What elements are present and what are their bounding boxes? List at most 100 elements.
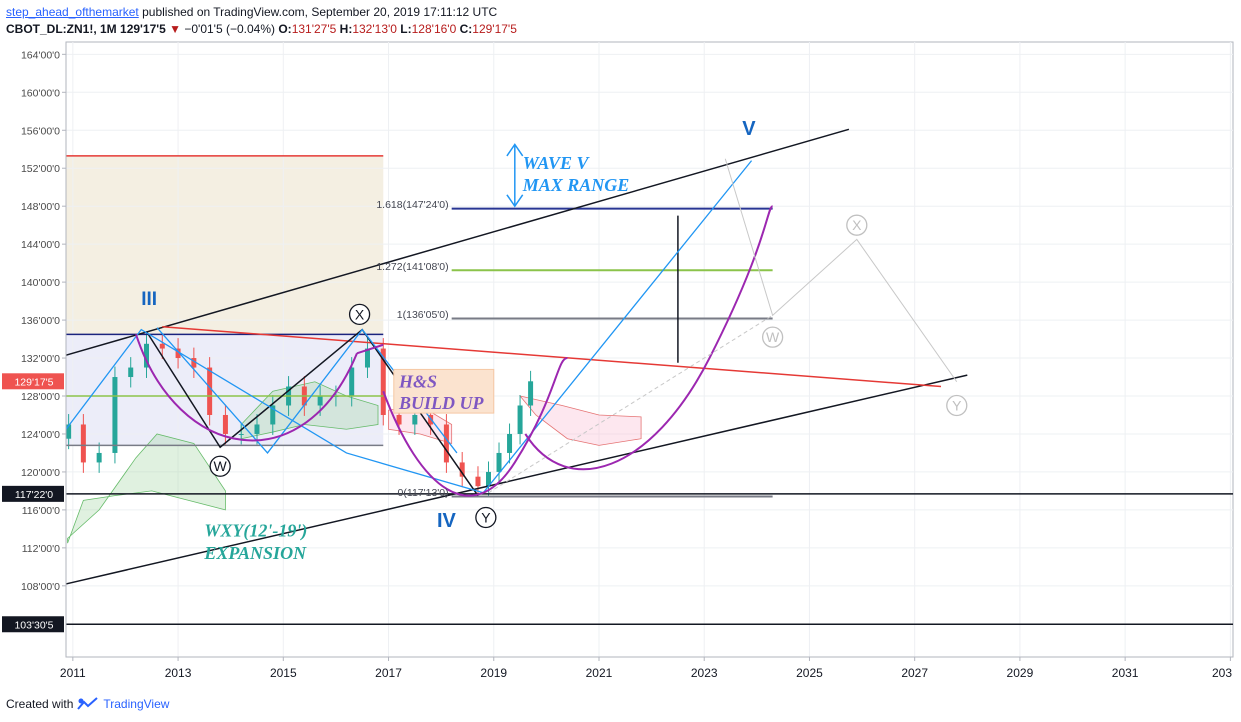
close-label: C: [459, 22, 473, 36]
low-value: 128'16'0 [411, 22, 457, 36]
candle-body [191, 358, 197, 368]
x-tick-label: 2029 [1007, 666, 1034, 680]
label-y-future-text: Y [952, 397, 962, 413]
symbol-line: CBOT_DL:ZN1!, 1M 129'17'5 ▼ −0'01'5 (−0.… [6, 22, 517, 36]
x-tick-label: 2011 [60, 666, 86, 680]
x-tick-label: 2017 [375, 666, 402, 680]
label-x-text: X [355, 306, 365, 322]
open-label: O: [278, 22, 292, 36]
candle-body [96, 452, 102, 463]
range-arrow-head-top [506, 143, 524, 157]
x-tick-label: 2015 [270, 666, 297, 680]
price-label: 129'17'5 [14, 376, 53, 388]
candle-body [396, 414, 402, 425]
wave-v-max-line2: MAX RANGE [522, 175, 630, 195]
y-tick-label: 148'00'0 [21, 201, 60, 213]
range-arrow-head-bottom [506, 194, 524, 208]
x-tick-label: 2031 [1112, 666, 1139, 680]
chart-grid [66, 42, 1233, 657]
x-tick-label: 2023 [691, 666, 718, 680]
candle-body [80, 424, 86, 463]
low-label: L: [400, 22, 412, 36]
y-tick-label: 144'00'0 [21, 239, 60, 251]
purple-arrow-1 [356, 343, 384, 355]
publish-line: step_ahead_ofthemarket published on Trad… [6, 5, 497, 19]
y-tick-label: 164'00'0 [21, 49, 60, 61]
label-y-future-circle [946, 394, 968, 417]
chart-background [65, 41, 1234, 658]
candle-body [238, 433, 244, 435]
label-x-future-circle [846, 214, 868, 236]
candle-body [144, 343, 150, 368]
y-tick-label: 160'00'0 [21, 87, 60, 99]
candle-body [270, 405, 276, 425]
label-wave-v: V [742, 118, 756, 140]
x-tick-label: 203 [1212, 666, 1232, 680]
candle-body [517, 405, 523, 434]
x-tick-label: 2021 [586, 666, 613, 680]
created-with: Created with [6, 697, 74, 711]
label-x: X [348, 303, 371, 326]
candle-body [349, 367, 355, 397]
candle-body [159, 343, 165, 349]
candle-body [496, 452, 502, 472]
candle-body [528, 381, 534, 406]
y-tick-label: 132'00'0 [21, 353, 60, 365]
last-price: 129'17'5 [120, 22, 166, 36]
y-tick-label: 124'00'0 [21, 429, 60, 441]
hs-box [393, 368, 495, 414]
label-w-circle [209, 455, 231, 477]
cloud-red-1 [519, 395, 642, 446]
candle-body [475, 476, 481, 487]
y-tick-label: 136'00'0 [21, 315, 60, 327]
candle-body [443, 424, 449, 463]
hs-line2: BUILD UP [398, 393, 485, 413]
drawings [65, 128, 1233, 626]
price-change: −0'01'5 (−0.04%) [184, 22, 275, 36]
label-y: Y [475, 506, 497, 529]
faded-wave [724, 158, 958, 383]
label-y-text: Y [481, 509, 491, 525]
fib-label: 1(136'05'0) [397, 309, 449, 321]
y-tick-label: 156'00'0 [21, 125, 60, 137]
fib-label: 1.272(141'08'0) [376, 261, 448, 273]
tradingview-brand[interactable]: TradingView [103, 697, 170, 711]
purple-curve-2 [382, 357, 568, 497]
candle-body [317, 396, 323, 406]
x-tick-label: 2027 [901, 666, 928, 680]
price-label-bg [2, 485, 64, 502]
y-tick-label: 116'00'0 [22, 505, 60, 517]
price-label: 117'22'0 [15, 489, 53, 501]
candle-body [485, 471, 491, 487]
purple-curve-3 [524, 205, 774, 471]
label-x-future: X [846, 214, 868, 236]
high-value: 132'13'0 [352, 22, 397, 36]
open-value: 131'27'5 [291, 22, 337, 36]
label-w-future-circle [761, 326, 784, 348]
wave-v-max-line1: WAVE V [523, 153, 591, 173]
hs-line1: H&S [398, 371, 437, 391]
candle-body [507, 433, 513, 453]
price-label-bg [2, 373, 64, 390]
candle-body [175, 348, 181, 359]
y-tick-label: 120'00'0 [21, 467, 60, 479]
label-y-circle [475, 506, 497, 529]
candle-body [222, 414, 228, 434]
close-value: 129'17'5 [472, 22, 517, 36]
author-link[interactable]: step_ahead_ofthemarket [6, 5, 139, 19]
label-y-future: Y [946, 394, 968, 417]
fib-label: 1.618(147'24'0) [376, 199, 448, 211]
y-tick-label: 112'00'0 [22, 543, 60, 555]
candle-body [207, 367, 213, 415]
label-wave-iii: III [141, 289, 157, 310]
label-w-future: W [761, 326, 784, 348]
target-box [66, 155, 384, 335]
candle-body [364, 348, 370, 368]
x-tick-label: 2025 [796, 666, 823, 680]
x-tick-label: 2013 [165, 666, 192, 680]
candle-body [380, 348, 386, 415]
candle-body [254, 424, 260, 434]
wave-projection-blue [65, 160, 753, 494]
